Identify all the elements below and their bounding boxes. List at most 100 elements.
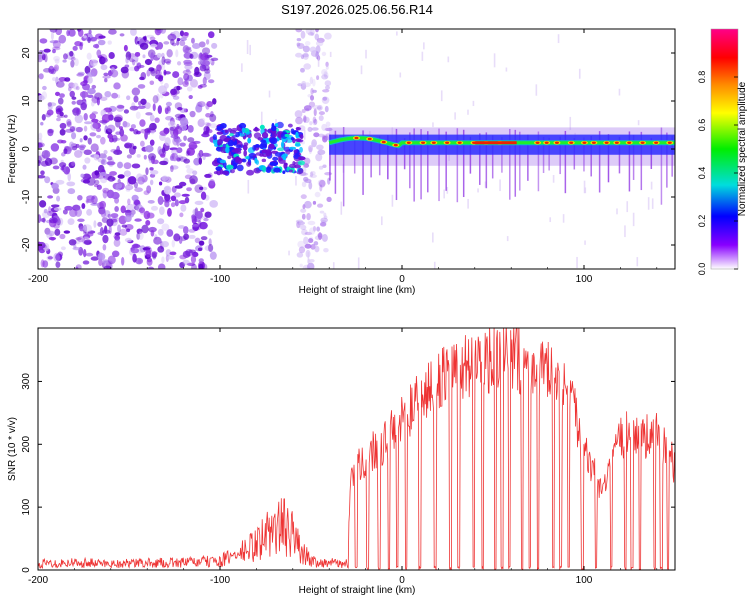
heatmap-blob [87, 137, 92, 145]
heatmap-blob [305, 108, 310, 112]
heatmap-blob [204, 173, 212, 178]
heatmap-blob [161, 56, 166, 66]
heatmap-blob [305, 29, 312, 35]
snr-panel: -200 -100 0 100 0 100 200 300 Height of straigh… [7, 327, 676, 596]
heatmap-blob [323, 71, 328, 78]
heatmap-blob [75, 86, 80, 91]
heatmap-blob [153, 236, 162, 245]
heatmap-streak [562, 214, 565, 223]
carrier-spike [537, 131, 540, 192]
heatmap-blob [302, 45, 310, 53]
heatmap-blob [43, 208, 48, 214]
heatmap-blob [67, 218, 75, 226]
heatmap-streak [647, 197, 650, 210]
heatmap-blob [75, 237, 82, 241]
heatmap-blob [68, 239, 77, 246]
snr-ytick-label: 200 [21, 436, 32, 453]
heatmap-blob [177, 107, 183, 111]
heatmap-blob [170, 38, 175, 46]
heatmap-blob [96, 184, 102, 190]
heatmap-blob [303, 115, 307, 123]
heatmap-blob [208, 79, 215, 84]
carrier-spike [438, 128, 440, 202]
heatmap-blob [183, 158, 191, 164]
heatmap-blob [161, 223, 170, 231]
heatmap-blob [157, 218, 165, 225]
heatmap-blob [86, 94, 94, 99]
heatmap-blob [182, 45, 190, 54]
heatmap-blob [130, 29, 137, 36]
heatmap-blob [325, 61, 329, 67]
heatmap-blob [324, 171, 333, 176]
carrier-spike [485, 132, 488, 189]
heatmap-blob [298, 221, 303, 226]
heatmap-blob [163, 71, 171, 75]
heatmap-blob [164, 105, 172, 114]
spectrogram-ytick-label: 0 [21, 146, 32, 152]
heatmap-blob [185, 164, 191, 169]
heatmap-streak [535, 84, 538, 96]
spectrogram-xtick-label: -100 [210, 274, 230, 285]
heatmap-blob [325, 65, 329, 70]
heatmap-blob [133, 95, 139, 103]
heatmap-blob [113, 238, 121, 247]
heatmap-blob [185, 150, 190, 157]
heatmap-blob [319, 222, 327, 227]
carrier-peak [604, 141, 609, 144]
heatmap-blob [53, 207, 62, 211]
heatmap-blob [41, 149, 51, 159]
heatmap-blob [150, 43, 158, 48]
heatmap-blob [40, 259, 45, 268]
heatmap-blob [253, 132, 262, 139]
heatmap-blob [74, 149, 83, 158]
heatmap-blob [220, 122, 227, 129]
heatmap-blob [186, 168, 194, 174]
heatmap-streak [632, 212, 635, 227]
heatmap-blob [102, 244, 107, 251]
heatmap-blob [127, 176, 137, 185]
heatmap-blob [195, 104, 203, 113]
heatmap-blob [163, 58, 172, 64]
heatmap-streak [584, 240, 586, 245]
colorbar-tick-label: 0.4 [697, 167, 707, 180]
heatmap-blob [69, 90, 75, 98]
heatmap-blob [271, 125, 277, 132]
heatmap-blob [119, 33, 125, 37]
carrier-spike [628, 131, 631, 192]
heatmap-blob [295, 127, 302, 131]
heatmap-blob [59, 233, 66, 240]
heatmap-blob [131, 87, 141, 96]
heatmap-blob [206, 71, 211, 76]
heatmap-blob [295, 29, 303, 33]
carrier-spike [395, 128, 398, 201]
heatmap-blob [58, 34, 67, 44]
heatmap-blob [216, 125, 222, 131]
heatmap-streak [506, 236, 509, 242]
heatmap-blob [83, 113, 88, 121]
heatmap-blob [60, 140, 67, 144]
heatmap-blob [152, 251, 158, 255]
heatmap-blob [199, 83, 207, 88]
heatmap-blob [74, 114, 84, 124]
heatmap-blob [117, 161, 124, 169]
heatmap-blob [199, 64, 207, 72]
heatmap-blob [157, 42, 164, 50]
heatmap-blob [52, 49, 56, 54]
heatmap-blob [101, 57, 108, 63]
heatmap-blob [146, 258, 153, 266]
heatmap-blob [229, 132, 234, 137]
heatmap-blob [89, 113, 97, 120]
heatmap-blob [87, 232, 94, 237]
heatmap-blob [101, 113, 111, 123]
heatmap-blob [204, 122, 210, 127]
heatmap-blob [227, 155, 232, 160]
heatmap-blob [203, 125, 210, 133]
heatmap-blob [59, 122, 67, 130]
heatmap-blob [169, 126, 175, 136]
heatmap-blob [159, 160, 168, 166]
heatmap-blob [123, 109, 129, 114]
heatmap-blob [90, 122, 99, 131]
heatmap-blob [67, 188, 76, 195]
heatmap-blob [80, 173, 85, 178]
heatmap-blob [47, 129, 54, 137]
